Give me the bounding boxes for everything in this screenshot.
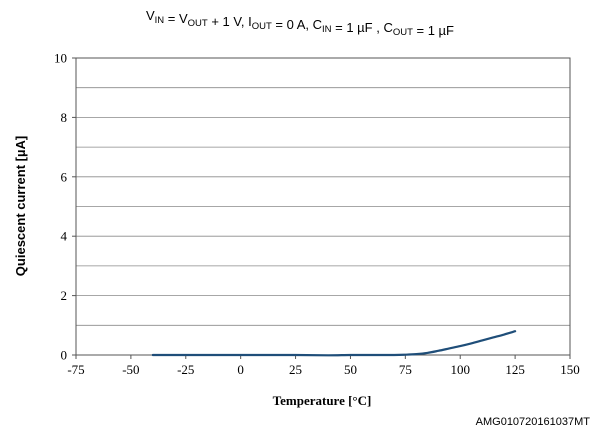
y-axis-label: Quiescent current [µA] (13, 136, 28, 276)
title-part: + 1 V, I (208, 14, 252, 29)
y-tick-label: 10 (54, 51, 67, 66)
x-axis-label: Temperature [°C] (273, 393, 372, 408)
x-tick-label: 125 (505, 362, 525, 377)
x-tick-label: -50 (122, 362, 139, 377)
y-tick-label: 8 (61, 110, 68, 125)
grid (76, 57, 570, 326)
title-part: = V (164, 11, 188, 26)
x-tick-label: 50 (344, 362, 357, 377)
x-tick-label: 150 (560, 362, 580, 377)
y-tick-label: 6 (61, 169, 68, 184)
x-tick-label: -25 (177, 362, 194, 377)
x-tick-label: 100 (450, 362, 470, 377)
axis-ticks: -75 -50 -25 0 25 50 75 100 125 150 0 2 4 6 8 10 (54, 51, 580, 378)
chart-title: VIN = VOUT + 1 V, IOUT = 0 A, CIN = 1 µF… (146, 8, 454, 38)
title-part: = 0 A, C (272, 17, 322, 32)
title-part: IN (155, 15, 165, 26)
x-tick-label: 0 (237, 362, 244, 377)
y-tick-label: 4 (61, 229, 68, 244)
x-tick-label: 75 (399, 362, 412, 377)
figure-code: AMG010720161037MT (476, 416, 591, 428)
x-tick-label: 25 (289, 362, 302, 377)
title-part: OUT (188, 18, 208, 29)
title-part: IN (322, 24, 332, 35)
title-part: V (146, 8, 155, 23)
title-part: OUT (393, 27, 413, 38)
y-tick-label: 0 (61, 348, 68, 363)
x-tick-label: -75 (67, 362, 84, 377)
series-layer (151, 330, 517, 357)
title-part: = 1 µF (413, 23, 454, 38)
y-tick-label: 2 (61, 288, 68, 303)
title-part: OUT (252, 21, 272, 32)
title-part: = 1 µF , C (332, 20, 393, 35)
series-line-0 (151, 330, 517, 357)
